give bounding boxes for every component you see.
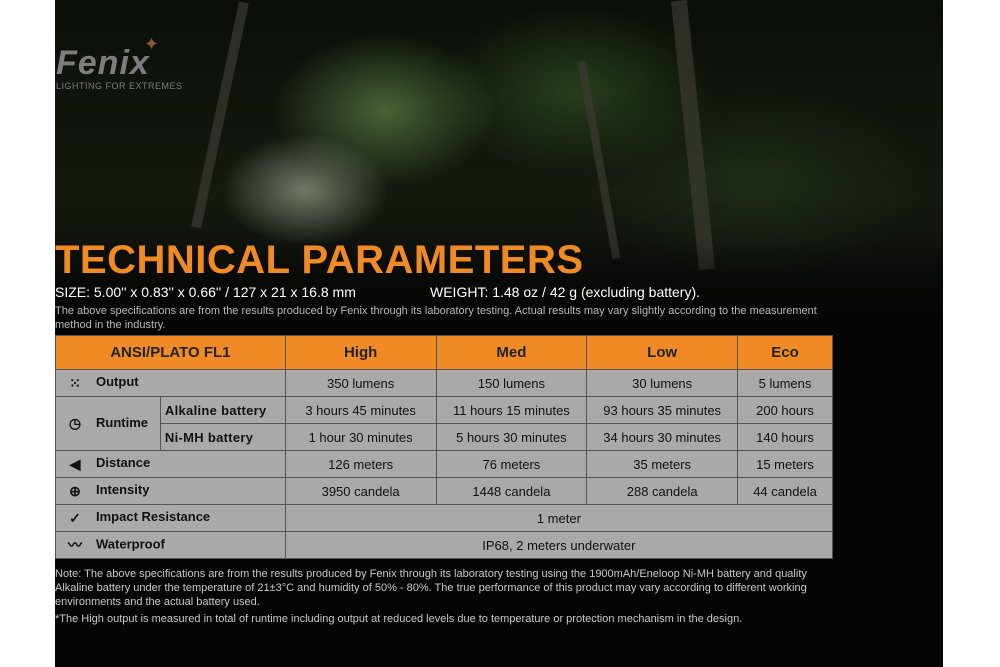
disclaimer: The above specifications are from the re… — [55, 305, 817, 331]
table-row: ⁙ Output 350 lumens 150 lumens 30 lumens … — [55, 369, 833, 397]
light-burst-icon: ⁙ — [69, 374, 81, 391]
cell: 30 lumens — [586, 369, 739, 397]
cell: 11 hours 15 minutes — [435, 396, 588, 424]
sub-label: Ni-MH battery — [159, 423, 286, 451]
impact-icon: ✓ — [69, 509, 81, 526]
header-med: Med — [435, 335, 588, 370]
table-row: ◀ Distance 126 meters 76 meters 35 meters… — [55, 450, 833, 478]
note: Note: The above specifications are from … — [55, 568, 807, 608]
cell: 93 hours 35 minutes — [586, 396, 739, 424]
cell: 3 hours 45 minutes — [284, 396, 437, 424]
table-row: 〰 Waterproof IP68, 2 meters underwater — [55, 531, 834, 559]
cell: 3950 candela — [284, 477, 437, 505]
cell: 5 hours 30 minutes — [435, 423, 588, 451]
logo-wordmark: Fenix — [56, 44, 150, 82]
fenix-logo: ✦ Fenix LIGHTING FOR EXTREMES — [56, 34, 183, 91]
cell: 1 hour 30 minutes — [284, 423, 437, 451]
row-label: Runtime — [96, 414, 148, 430]
row-label: Intensity — [96, 482, 150, 498]
cell: 200 hours — [737, 396, 833, 424]
cell: 76 meters — [435, 450, 588, 478]
table-row: Ni-MH battery 1 hour 30 minutes 5 hours … — [56, 423, 833, 451]
header-high: High — [284, 335, 437, 370]
cell: 350 lumens — [284, 369, 437, 397]
star-icon: ✦ — [144, 34, 160, 54]
cell: 126 meters — [284, 450, 437, 478]
cell: IP68, 2 meters underwater — [284, 531, 834, 559]
spec-table: ANSI/PLATO FL1 High Med Low Eco ⁙ Output … — [55, 335, 834, 559]
table-row: ✓ Impact Resistance 1 meter — [55, 504, 834, 532]
water-icon: 〰 — [68, 537, 82, 553]
page-title: TECHNICAL PARAMETERS — [55, 238, 584, 282]
cell: 140 hours — [737, 423, 833, 451]
table-header: ANSI/PLATO FL1 High Med Low Eco — [55, 335, 833, 370]
table-row: ◷ Runtime Alkaline battery 3 hours 45 min… — [55, 396, 833, 451]
cell: 15 meters — [737, 450, 833, 478]
weight-spec: WEIGHT: 1.48 oz / 42 g (excluding batter… — [430, 284, 701, 300]
logo-tagline: LIGHTING FOR EXTREMES — [56, 81, 183, 91]
beam-distance-icon: ◀ — [69, 455, 81, 472]
header-low: Low — [586, 335, 739, 370]
table-row: ⊕ Intensity 3950 candela 1448 candela 288… — [55, 477, 833, 505]
forest-photo — [55, 0, 943, 330]
sub-label: Alkaline battery — [159, 396, 286, 424]
cell: 34 hours 30 minutes — [586, 423, 739, 451]
row-label: Impact Resistance — [96, 509, 211, 525]
footnote: *The High output is measured in total of… — [55, 613, 743, 625]
row-label: Distance — [96, 455, 151, 471]
row-label: Waterproof — [96, 536, 165, 552]
cell: 1 meter — [284, 504, 834, 532]
header-eco: Eco — [737, 335, 833, 370]
clock-icon: ◷ — [68, 415, 82, 432]
cell: 5 lumens — [737, 369, 833, 397]
cell: 1448 candela — [435, 477, 588, 505]
size-spec: SIZE: 5.00'' x 0.83'' x 0.66'' / 127 x 2… — [55, 284, 356, 300]
cell: 35 meters — [586, 450, 739, 478]
row-label: Output — [96, 374, 139, 390]
cell: 288 candela — [586, 477, 739, 505]
header-standard: ANSI/PLATO FL1 — [55, 335, 286, 370]
cell: 150 lumens — [435, 369, 588, 397]
cell: 44 candela — [737, 477, 833, 505]
target-icon: ⊕ — [69, 482, 81, 499]
